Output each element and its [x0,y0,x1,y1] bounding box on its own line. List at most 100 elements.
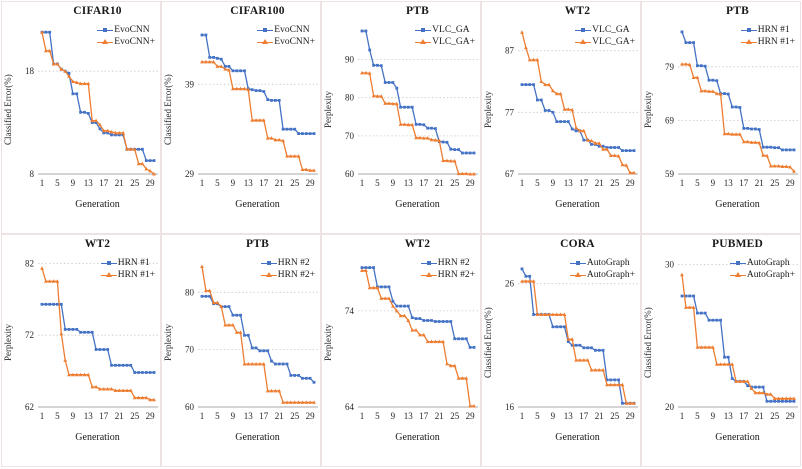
svg-text:18: 18 [25,66,35,76]
series2-key-icon [415,39,432,46]
svg-text:1: 1 [680,178,685,188]
series2-key-icon [100,272,117,279]
chart-title: CORA [560,238,595,250]
chart-panel-cifar10: CIFAR10 EvoCNN EvoCNN+ Classified Error(… [1,1,161,234]
svg-text:5: 5 [215,178,220,188]
series1-key-icon [100,260,117,267]
chart-legend: HRN #2 HRN #2+ [260,258,315,280]
legend-item: AutoGraph [569,258,630,268]
chart-legend: AutoGraph AutoGraph+ [569,258,635,280]
svg-text:5: 5 [55,178,60,188]
series1-key-icon [575,27,592,34]
svg-text:29: 29 [626,178,636,188]
series1-key-icon [420,260,437,267]
svg-text:1: 1 [680,411,685,421]
legend-label: AutoGraph+ [746,270,795,280]
legend-item: HRN #1 [740,25,790,35]
svg-text:74: 74 [345,306,355,316]
chart-panel-cora: CORA AutoGraph AutoGraph+ Classified Err… [481,234,641,467]
svg-text:17: 17 [99,178,109,188]
svg-text:29: 29 [306,178,316,188]
plot-area: 16 26 1 5 9 13 17 21 25 29 [505,267,638,421]
svg-text:9: 9 [71,411,76,421]
plot-area: 8 18 1 5 9 13 17 21 25 29 [25,30,158,188]
svg-text:13: 13 [244,178,254,188]
legend-item: HRN #1+ [740,37,795,47]
svg-text:80: 80 [185,287,195,297]
svg-text:1: 1 [40,178,45,188]
series2-key-icon [97,39,114,46]
svg-text:21: 21 [275,178,284,188]
svg-text:17: 17 [579,411,589,421]
svg-text:9: 9 [711,411,716,421]
series1-key-icon [415,27,432,34]
svg-text:21: 21 [595,411,604,421]
legend-item: HRN #2+ [260,270,315,280]
svg-text:30: 30 [665,260,675,270]
svg-text:17: 17 [259,411,269,421]
svg-text:29: 29 [786,178,796,188]
x-axis-label: Generation [555,432,600,443]
legend-label: EvoCNN+ [114,37,155,47]
legend-label: HRN #2 [277,258,310,268]
chart-legend: VLC_GA VLC_GA+ [415,25,475,47]
svg-text:29: 29 [185,169,195,179]
x-axis-label: Generation [715,432,760,443]
legend-label: HRN #2+ [277,270,315,280]
svg-text:17: 17 [579,178,589,188]
svg-text:9: 9 [551,411,556,421]
chart-title: WT2 [84,238,111,250]
legend-item: HRN #2+ [420,270,475,280]
svg-text:25: 25 [450,178,460,188]
chart-title: PTB [406,5,429,17]
legend-item: AutoGraph [729,258,790,268]
svg-text:9: 9 [71,178,76,188]
legend-item: HRN #1+ [100,270,155,280]
svg-text:13: 13 [244,411,254,421]
svg-text:29: 29 [306,411,316,421]
svg-text:1: 1 [200,411,205,421]
svg-text:17: 17 [99,411,109,421]
legend-label: HRN #1 [117,258,150,268]
svg-text:77: 77 [505,107,515,117]
svg-text:29: 29 [786,411,796,421]
svg-text:25: 25 [130,411,140,421]
svg-text:1: 1 [360,411,365,421]
svg-text:9: 9 [391,178,396,188]
svg-text:60: 60 [185,402,195,412]
chart-legend: AutoGraph AutoGraph+ [729,258,795,280]
legend-item: VLC_GA [415,25,470,35]
legend-label: AutoGraph+ [586,270,635,280]
plot-area: 62 72 82 1 5 9 13 17 21 25 29 [25,258,158,421]
chart-title: CIFAR100 [230,5,285,17]
svg-text:9: 9 [231,178,236,188]
svg-text:72: 72 [25,330,34,340]
chart-title: WT2 [404,238,431,250]
svg-text:25: 25 [130,178,140,188]
plot-area: 64 74 1 5 9 13 17 21 25 29 [345,266,478,421]
chart-panel-wt2-hrn1: WT2 HRN #1 HRN #1+ Perplexity 62 72 82 1 5 9 1… [1,234,161,467]
series1-key-icon [740,27,757,34]
y-axis-label: Perplexity [323,91,333,129]
svg-text:16: 16 [505,402,515,412]
chart-legend: HRN #2 HRN #2+ [420,258,475,280]
series1-key-icon [729,260,746,267]
svg-text:1: 1 [200,178,205,188]
svg-text:17: 17 [739,178,749,188]
svg-text:25: 25 [610,178,620,188]
svg-text:80: 80 [345,93,355,103]
legend-item: EvoCNN [97,25,150,35]
x-axis-label: Generation [715,199,760,210]
legend-item: VLC_GA [575,25,630,35]
legend-label: VLC_GA [432,25,470,35]
svg-text:17: 17 [419,411,429,421]
legend-label: VLC_GA [592,25,630,35]
svg-text:21: 21 [755,411,764,421]
svg-text:21: 21 [115,411,124,421]
chart-panel-ptb-vlcga: PTB VLC_GA VLC_GA+ Perplexity 60 70 80 90 1 5… [321,1,481,234]
series2-key-icon [729,272,746,279]
chart-legend: HRN #1 HRN #1+ [100,258,155,280]
svg-text:13: 13 [724,178,734,188]
